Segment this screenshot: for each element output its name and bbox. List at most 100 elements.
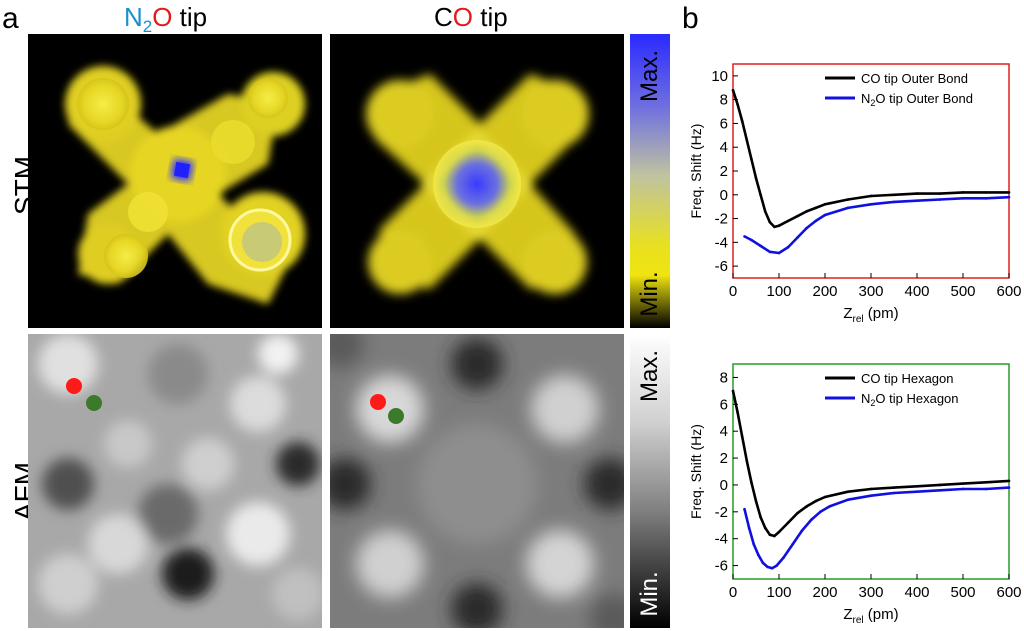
y-axis-label: Freq. Shift (Hz) [688, 124, 704, 219]
data-point [761, 561, 765, 565]
data-point [984, 480, 988, 484]
y-tick-label: 8 [720, 369, 728, 386]
x-axis-label: Zrel (pm) [843, 305, 898, 325]
data-point [984, 487, 988, 491]
data-point [814, 219, 818, 223]
series-line-0 [731, 390, 1010, 538]
y-tick-label: 4 [720, 423, 728, 440]
data-point [766, 565, 769, 569]
data-point [915, 490, 919, 493]
n2o-rest: tip [172, 2, 208, 32]
data-point [736, 411, 739, 414]
plot-frame [732, 363, 1010, 580]
data-point [961, 487, 965, 491]
data-point [757, 553, 760, 557]
data-point [915, 199, 919, 203]
data-point [777, 251, 781, 255]
y-tick-label: 6 [720, 115, 728, 132]
data-point [819, 510, 822, 514]
co-rest: tip [473, 2, 508, 32]
x-tick-label: 300 [858, 584, 883, 601]
x-tick-label: 400 [904, 283, 929, 300]
co-tip-title: CO tip [434, 2, 508, 33]
afm-colorbar-max: Max. [636, 350, 663, 403]
panel-label-b: b [682, 2, 699, 35]
x-tick-label: 400 [904, 584, 929, 601]
data-point [938, 192, 942, 195]
y-tick-label: 8 [720, 92, 728, 109]
data-point [805, 505, 808, 508]
y-tick-label: -6 [715, 558, 728, 575]
x-tick-label: 0 [729, 584, 737, 601]
x-tick-label: 600 [996, 283, 1021, 300]
data-point [846, 498, 850, 502]
data-point [805, 210, 808, 213]
data-point [740, 119, 744, 123]
x-tick-label: 100 [766, 283, 791, 300]
data-point [791, 542, 795, 546]
data-point [823, 202, 827, 206]
data-point [800, 529, 804, 532]
y-tick-label: -4 [715, 234, 728, 251]
data-point [759, 193, 762, 197]
y-tick-label: 6 [720, 396, 728, 413]
data-point [846, 490, 850, 493]
stm-n2o-image [28, 34, 322, 328]
data-point [775, 564, 778, 567]
hexagon-chart: 0 100 200 300 400 500 600 -6 -4 -2 0 2 4 6 8 Freq. Shif… [688, 363, 1022, 626]
data-point [768, 533, 772, 536]
y-tick-label: -2 [715, 504, 728, 521]
green-marker [86, 395, 102, 411]
x-tick-label: 300 [858, 283, 883, 300]
n2o-sub: 2 [142, 17, 153, 37]
series-line-1 [743, 486, 1010, 570]
data-point [745, 459, 749, 463]
data-point [814, 499, 818, 503]
data-point [805, 226, 808, 230]
data-point [961, 482, 965, 485]
y-tick-label: 0 [720, 477, 728, 494]
data-point [892, 486, 896, 489]
y-tick-label: 2 [720, 163, 728, 180]
series-line-0 [731, 89, 1009, 229]
x-tick-label: 200 [812, 283, 837, 300]
data-point [743, 235, 746, 238]
afm-n2o-image [28, 334, 322, 628]
data-point [892, 200, 896, 204]
data-point [750, 238, 753, 242]
co-c: C [434, 2, 453, 32]
red-marker-co [370, 394, 386, 410]
y-tick-label: 4 [720, 139, 728, 156]
data-point [743, 507, 746, 511]
outer-bond-chart: 0 100 200 300 400 500 600 -6 -4 -2 0 2 4 6 8 10 Freq. Sh… [688, 63, 1022, 325]
data-point [915, 484, 919, 488]
data-point [869, 202, 873, 206]
data-point [796, 214, 799, 218]
y-tick-label: 0 [720, 187, 728, 204]
legend-label-0: CO tip Outer Bond [861, 71, 968, 86]
stm-colorbar-min: Min. [636, 271, 663, 317]
data-point [759, 515, 762, 519]
data-point [846, 198, 850, 201]
afm-colorbar-min: Min. [636, 571, 663, 617]
data-point [777, 224, 781, 227]
panel-label-a: a [2, 2, 19, 35]
y-tick-label: -6 [715, 258, 728, 275]
data-point [938, 483, 942, 487]
data-point [869, 487, 873, 491]
data-point [786, 521, 790, 524]
stm-co-image [330, 34, 624, 328]
y-axis-label: Freq. Shift (Hz) [688, 424, 704, 519]
data-point [984, 191, 988, 194]
afm-co-image [330, 334, 624, 628]
data-point [782, 556, 785, 559]
data-point [754, 499, 758, 503]
y-tick-label: 10 [711, 68, 728, 85]
y-tick-label: 2 [720, 450, 728, 467]
data-point [763, 526, 767, 530]
afm-colorbar [630, 334, 670, 628]
data-point [736, 103, 739, 106]
data-point [731, 389, 735, 393]
data-point [750, 157, 753, 161]
data-point [938, 489, 942, 492]
